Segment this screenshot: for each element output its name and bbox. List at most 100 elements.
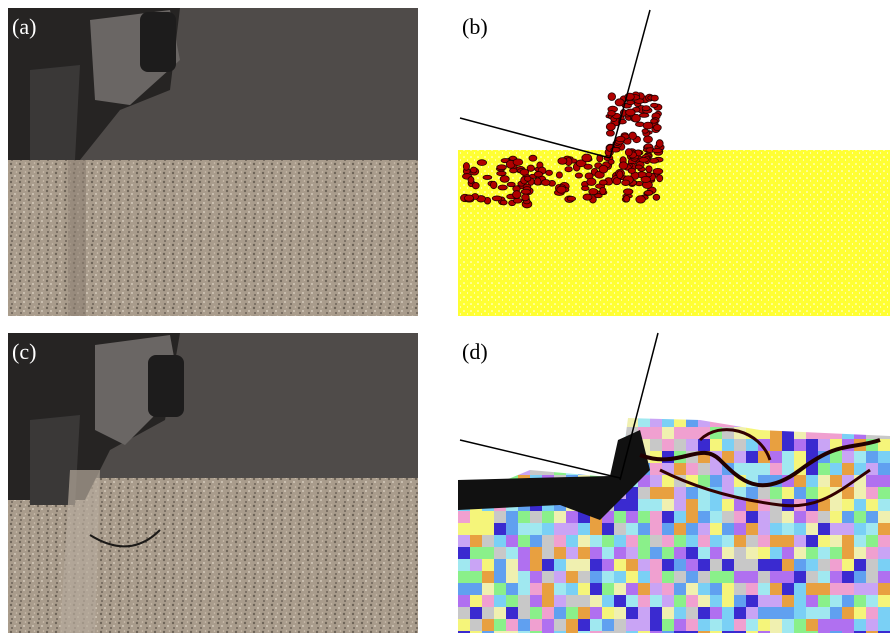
grain <box>842 559 854 571</box>
grain <box>698 571 710 583</box>
particle <box>468 177 474 184</box>
grain <box>818 535 830 547</box>
grain <box>506 559 518 571</box>
grain <box>566 451 578 463</box>
grain <box>530 607 542 619</box>
grain <box>746 571 758 583</box>
grain <box>878 511 890 523</box>
grain <box>722 607 734 619</box>
grain <box>554 511 566 523</box>
grain <box>650 607 662 619</box>
grain <box>542 427 554 439</box>
grain <box>794 619 806 631</box>
grain <box>554 547 566 559</box>
grain <box>818 511 830 523</box>
grain <box>866 619 878 631</box>
grain <box>590 595 602 607</box>
grain <box>494 619 506 631</box>
particle <box>608 159 614 164</box>
grain <box>578 607 590 619</box>
grain <box>854 559 866 571</box>
particle <box>483 175 492 179</box>
particle <box>624 195 630 202</box>
grain <box>722 559 734 571</box>
particle <box>497 171 507 175</box>
grain <box>674 535 686 547</box>
grain <box>782 523 794 535</box>
grain <box>566 427 578 439</box>
grain <box>758 415 770 427</box>
grain <box>854 451 866 463</box>
grain <box>542 463 554 475</box>
grain <box>638 415 650 427</box>
grain <box>650 535 662 547</box>
particle <box>534 178 541 185</box>
grain <box>650 487 662 499</box>
grain <box>854 619 866 631</box>
grain <box>746 463 758 475</box>
grain <box>638 595 650 607</box>
grain <box>842 427 854 439</box>
grain <box>806 619 818 631</box>
grain <box>506 583 518 595</box>
grain <box>518 535 530 547</box>
grain <box>686 439 698 451</box>
particle <box>513 159 523 166</box>
grain <box>710 499 722 511</box>
grain <box>818 571 830 583</box>
grain <box>842 451 854 463</box>
grain <box>650 427 662 439</box>
grain <box>542 619 554 631</box>
grain <box>866 523 878 535</box>
grain <box>458 571 470 583</box>
grain <box>770 559 782 571</box>
grain <box>470 463 482 475</box>
grain <box>806 487 818 499</box>
particle <box>619 162 628 169</box>
grain <box>830 583 842 595</box>
grain <box>674 427 686 439</box>
particle <box>599 180 607 185</box>
grain <box>722 499 734 511</box>
grain <box>542 583 554 595</box>
grain <box>566 583 578 595</box>
grain <box>842 571 854 583</box>
grain <box>482 583 494 595</box>
grain <box>518 427 530 439</box>
grain <box>806 535 818 547</box>
grain <box>842 619 854 631</box>
grain <box>722 535 734 547</box>
grain <box>722 511 734 523</box>
grain <box>866 451 878 463</box>
grain <box>878 571 890 583</box>
grain <box>686 511 698 523</box>
particle <box>639 113 649 117</box>
grain <box>794 571 806 583</box>
particle <box>600 187 606 194</box>
grain <box>542 559 554 571</box>
grain <box>878 499 890 511</box>
grain <box>590 619 602 631</box>
grain <box>530 439 542 451</box>
grain <box>530 571 542 583</box>
particle <box>587 178 596 185</box>
grain <box>842 583 854 595</box>
particle <box>623 189 633 195</box>
grain <box>698 595 710 607</box>
particle <box>490 181 497 189</box>
grain <box>794 559 806 571</box>
grain <box>506 595 518 607</box>
grain <box>590 583 602 595</box>
grain <box>554 415 566 427</box>
grain <box>614 595 626 607</box>
grain <box>686 463 698 475</box>
grain <box>794 487 806 499</box>
grain <box>878 523 890 535</box>
grain <box>662 595 674 607</box>
grain <box>686 571 698 583</box>
particle <box>646 172 652 177</box>
grain <box>794 451 806 463</box>
grain <box>638 619 650 631</box>
grain <box>782 547 794 559</box>
grain <box>494 415 506 427</box>
